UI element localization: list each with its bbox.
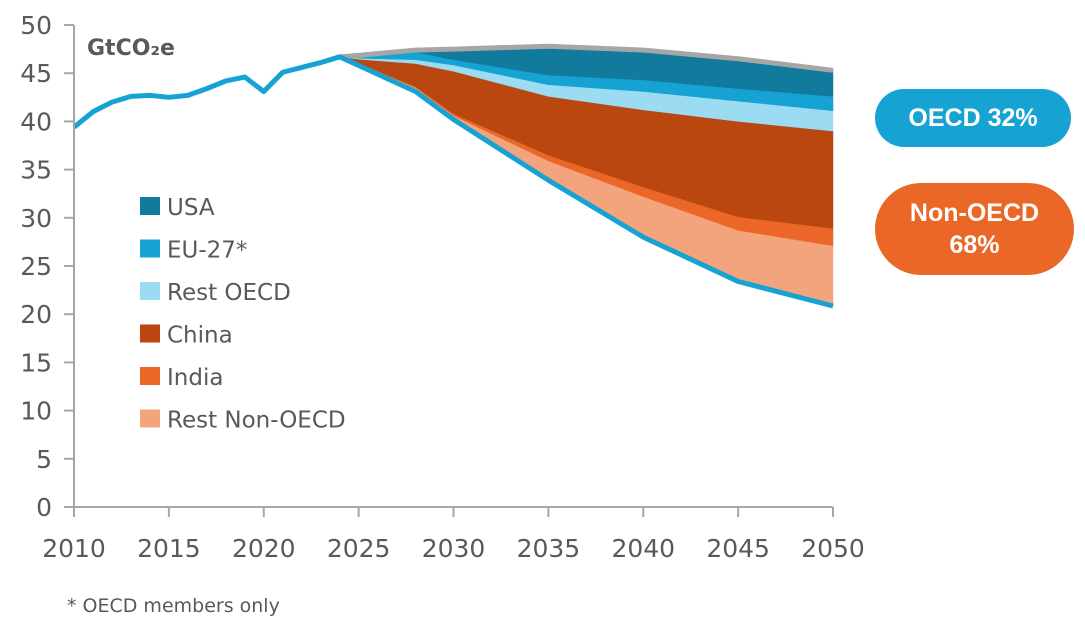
x-tick-label: 2015	[137, 534, 201, 563]
legend-swatch	[140, 409, 160, 428]
y-tick-label: 20	[20, 300, 52, 329]
legend-swatch	[140, 367, 160, 385]
x-tick-label: 2010	[42, 534, 106, 563]
legend-label: USA	[167, 195, 215, 221]
x-tick-label: 2025	[327, 534, 391, 563]
legend-swatch	[140, 324, 160, 343]
footnote: * OECD members only	[67, 595, 280, 617]
unit-label: GtCO₂e	[87, 36, 175, 61]
y-tick-label: 10	[20, 397, 52, 426]
x-tick-label: 2030	[422, 534, 486, 563]
non-oecd-share-badge: Non-OECD 68%	[875, 183, 1074, 275]
y-tick-label: 30	[20, 204, 52, 233]
oecd-share-label: OECD 32%	[908, 104, 1038, 132]
non-oecd-share-value: 68%	[949, 231, 1000, 259]
oecd-share-badge: OECD 32%	[875, 89, 1071, 147]
y-tick-label: 15	[20, 348, 52, 377]
y-tick-label: 0	[36, 493, 52, 522]
x-tick-label: 2040	[611, 534, 675, 563]
legend-label: India	[167, 365, 223, 391]
y-tick-label: 40	[20, 107, 52, 136]
emissions-line	[72, 54, 834, 309]
stacked-areas	[339, 45, 834, 307]
legend-swatch	[140, 282, 160, 300]
legend-swatch	[140, 239, 160, 258]
y-tick-label: 5	[36, 445, 52, 474]
upper-reference-line	[339, 43, 834, 73]
y-tick-label: 50	[20, 11, 52, 40]
x-tick-label: 2045	[706, 534, 770, 563]
legend-label: Rest OECD	[167, 280, 291, 306]
x-tick-label: 2050	[801, 534, 865, 563]
x-tick-label: 2020	[232, 534, 296, 563]
y-tick-label: 45	[20, 59, 52, 88]
non-oecd-share-label: Non-OECD	[909, 199, 1040, 227]
legend-label: EU-27*	[167, 238, 247, 264]
y-tick-label: 25	[20, 252, 52, 281]
legend-label: China	[167, 323, 233, 349]
y-tick-label: 35	[20, 156, 52, 185]
legend: USA EU-27* Rest OECD China India Rest Non-OEC…	[140, 195, 346, 434]
legend-label: Rest Non-OECD	[167, 408, 346, 434]
lines	[72, 43, 834, 309]
x-tick-label: 2035	[517, 534, 581, 563]
legend-swatch	[140, 197, 160, 215]
